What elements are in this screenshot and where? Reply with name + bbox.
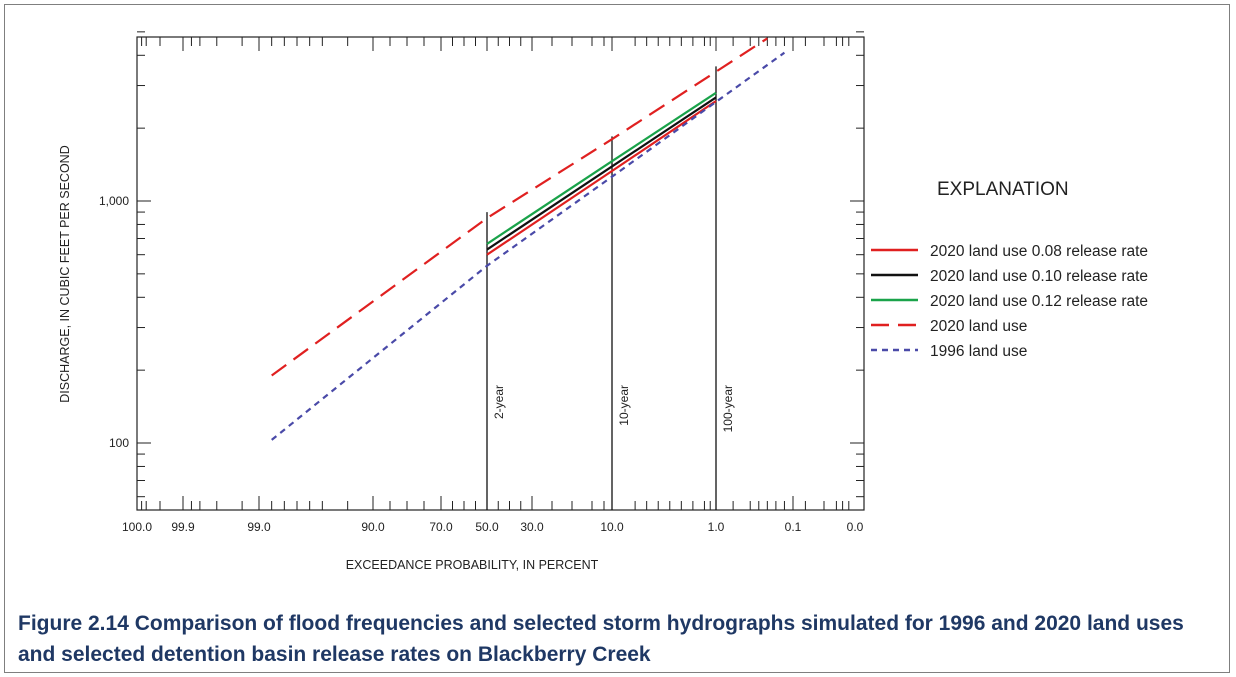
x-tick-label: 50.0 (475, 520, 499, 534)
y-minor-ticks (137, 31, 864, 498)
legend-entry: 1996 land use (930, 343, 1027, 360)
x-tick-label: 99.0 (247, 520, 271, 534)
series-lines (271, 37, 786, 441)
y-axis-label: DISCHARGE, IN CUBIC FEET PER SECOND (58, 145, 72, 402)
series-line (486, 100, 717, 256)
figure-caption: Figure 2.14 Comparison of flood frequenc… (18, 612, 1184, 666)
legend: EXPLANATION 2020 land use 0.08 release r… (871, 179, 1148, 360)
y-tick-label: 1,000 (99, 194, 129, 208)
x-tick-label: 10.0 (600, 520, 624, 534)
x-tick-label: 0.0 (847, 520, 864, 534)
series-line (271, 51, 786, 441)
reference-line-label: 10-year (617, 385, 631, 426)
legend-entry: 2020 land use 0.10 release rate (930, 268, 1148, 285)
legend-entry: 2020 land use 0.12 release rate (930, 293, 1148, 310)
x-tick-label: 0.1 (785, 520, 802, 534)
x-tick-labels: 100.0 99.9 99.0 90.0 70.0 50.0 30.0 10.0 1.0 0.1 0… (122, 520, 864, 534)
x-tick-label: 100.0 (122, 520, 152, 534)
x-tick-label: 99.9 (171, 520, 195, 534)
y-tick-labels: 100 1,000 (99, 194, 129, 450)
recurrence-reference-lines: 2-year 10-year 100-year (486, 66, 735, 510)
series-line (486, 96, 717, 251)
x-axis-label: EXCEEDANCE PROBABILITY, IN PERCENT (346, 558, 599, 572)
y-tick-label: 100 (109, 436, 129, 450)
legend-entry: 2020 land use (930, 318, 1027, 335)
x-tick-label: 70.0 (429, 520, 453, 534)
flood-frequency-chart: 2-year 10-year 100-year 100.0 99.9 99.0 90.0 7… (58, 31, 1148, 572)
x-minor-ticks (141, 37, 850, 510)
x-tick-label: 30.0 (520, 520, 544, 534)
x-tick-label: 1.0 (708, 520, 725, 534)
plot-area (136, 36, 865, 511)
series-line (271, 37, 768, 377)
reference-line-label: 2-year (492, 385, 506, 419)
legend-entry: 2020 land use 0.08 release rate (930, 243, 1148, 260)
figure-frame (4, 4, 1230, 673)
x-tick-label: 90.0 (361, 520, 385, 534)
reference-line-label: 100-year (721, 385, 735, 432)
legend-title: EXPLANATION (937, 179, 1069, 200)
series-line (486, 91, 717, 245)
